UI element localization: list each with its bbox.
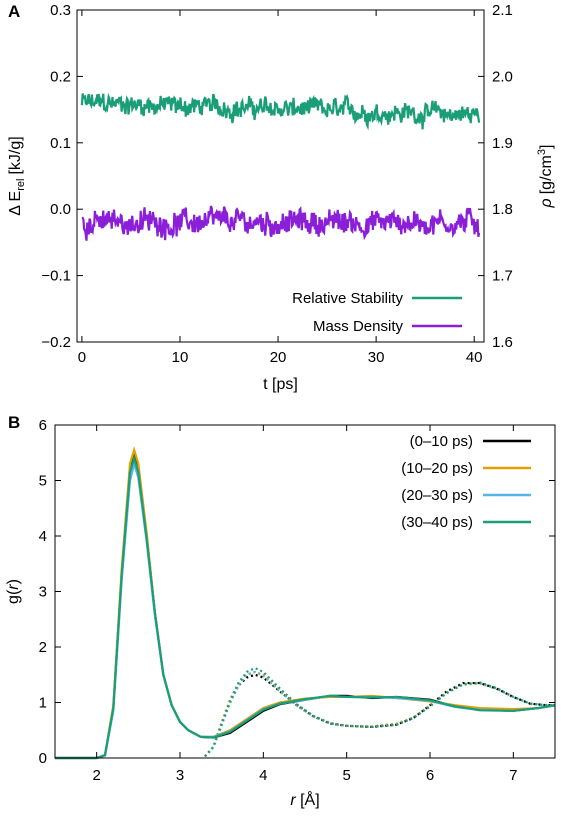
panel-b-y-axis-label: g(r) xyxy=(5,579,22,604)
panel-b-x-axis-label: r [Å] xyxy=(290,790,319,809)
panel-a-series xyxy=(80,92,481,241)
panel-a-yrlabel-main: ρ xyxy=(538,198,555,208)
panel-a-legend: Relative Stability Mass Density xyxy=(292,290,462,335)
panel-a-plot-frame xyxy=(76,9,485,343)
panel-a-legend-label: Mass Density xyxy=(313,318,404,335)
panel-a-legend-label: Relative Stability xyxy=(292,290,403,307)
panel-b-y-tick-label: 5 xyxy=(39,473,47,490)
panel-a-right-tick-label: 1.8 xyxy=(492,201,513,218)
panel-b-legend-label: (10–20 ps) xyxy=(401,460,473,477)
panel-a-ylabel-main: Δ E xyxy=(7,191,24,216)
panel-a-x-axis-label: t [ps] xyxy=(263,376,298,393)
panel-a-yrlabel-sup: 3 xyxy=(536,149,548,155)
panel-a-letter: A xyxy=(8,2,20,21)
panel-a-yrlabel-unit: [g/cm xyxy=(538,155,555,194)
panel-a-right-tick-label: 2.1 xyxy=(492,2,513,19)
panel-b-legend-label: (0–10 ps) xyxy=(410,433,473,450)
panel-a-left-y-axis-label: Δ Erel [kJ/g] xyxy=(7,136,27,215)
panel-a-right-tick-label: 1.9 xyxy=(492,135,513,152)
panel-a-left-tick-label: 0.2 xyxy=(50,68,71,85)
panel-b-dotted-line-4 xyxy=(204,666,555,758)
panel-b-x-tick-label: 3 xyxy=(176,767,184,784)
panel-b-x-tick-label: 4 xyxy=(259,767,267,784)
panel-a-x-tick-label: 10 xyxy=(172,349,189,366)
panel-b-x-tick-label: 7 xyxy=(509,767,517,784)
panel-a-right-y-axis-label: ρ [g/cm3] xyxy=(536,145,555,209)
panel-b-ylabel-r: r xyxy=(5,584,22,590)
panel-a-x-tick-label: 0 xyxy=(78,349,86,366)
panel-b-legend: (0–10 ps) (10–20 ps) (20–30 ps) (30–40 ps) xyxy=(401,433,531,531)
panel-b-xlabel-unit: [Å] xyxy=(296,790,320,809)
panel-a-left-tick-label: 0.3 xyxy=(50,2,71,19)
panel-b-ticks: 2 3 4 5 6 7 0 1 2 3 4 5 6 xyxy=(39,417,555,784)
panel-a-ylabel-sub: rel xyxy=(15,179,27,191)
panel-b-solid-line-3 xyxy=(55,459,556,760)
panel-a-right-tick-label: 1.6 xyxy=(492,334,513,351)
panel-b-y-tick-label: 6 xyxy=(39,417,47,434)
panel-a-left-tick-label: −0.2 xyxy=(41,334,71,351)
panel-a-right-tick-label: 1.7 xyxy=(492,268,513,285)
panel-b-y-tick-label: 3 xyxy=(39,584,47,601)
panel-a: A 0 10 20 30 40 −0.2 −0.1 0.0 0.1 0.2 0.3 1.6 1.7 1.8… xyxy=(7,2,555,393)
panel-a-left-tick-label: 0.1 xyxy=(50,135,71,152)
panel-b-y-tick-label: 0 xyxy=(39,750,47,767)
panel-a-x-tick-label: 30 xyxy=(368,349,385,366)
panel-a-x-tick-label: 20 xyxy=(270,349,287,366)
panel-b-ylabel-g: g( xyxy=(5,589,22,604)
panel-b-x-tick-label: 6 xyxy=(426,767,434,784)
panel-b-xlabel-r: r xyxy=(290,792,296,809)
panel-b-ylabel-close: ) xyxy=(5,579,22,584)
panel-b-series xyxy=(55,446,556,760)
panel-a-right-tick-label: 2.0 xyxy=(492,68,513,85)
panel-b-y-tick-label: 2 xyxy=(39,639,47,656)
panel-b-x-tick-label: 2 xyxy=(92,767,100,784)
panel-a-ticks: 0 10 20 30 40 −0.2 −0.1 0.0 0.1 0.2 0.3 1.6 1.7 1.8 1.… xyxy=(41,2,512,366)
panel-a-left-tick-label: −0.1 xyxy=(41,268,71,285)
panel-a-left-tick-label: 0.0 xyxy=(50,201,71,218)
panel-a-ylabel-unit: [kJ/g] xyxy=(7,136,24,174)
panel-b-y-tick-label: 4 xyxy=(39,528,47,545)
panel-a-yrlabel-close: ] xyxy=(538,145,555,149)
panel-b-y-tick-label: 1 xyxy=(39,695,47,712)
panel-a-series-line-2 xyxy=(81,205,481,241)
panel-a-series-line-1 xyxy=(80,92,481,131)
panel-b-legend-label: (20–30 ps) xyxy=(401,487,473,504)
panel-b-legend-label: (30–40 ps) xyxy=(401,514,473,531)
panel-a-x-tick-label: 40 xyxy=(466,349,483,366)
panel-b-letter: B xyxy=(8,413,20,432)
panel-b-x-tick-label: 5 xyxy=(342,767,350,784)
panel-b-solid-line-1 xyxy=(55,451,556,760)
panel-b-solid-line-4 xyxy=(55,454,556,760)
